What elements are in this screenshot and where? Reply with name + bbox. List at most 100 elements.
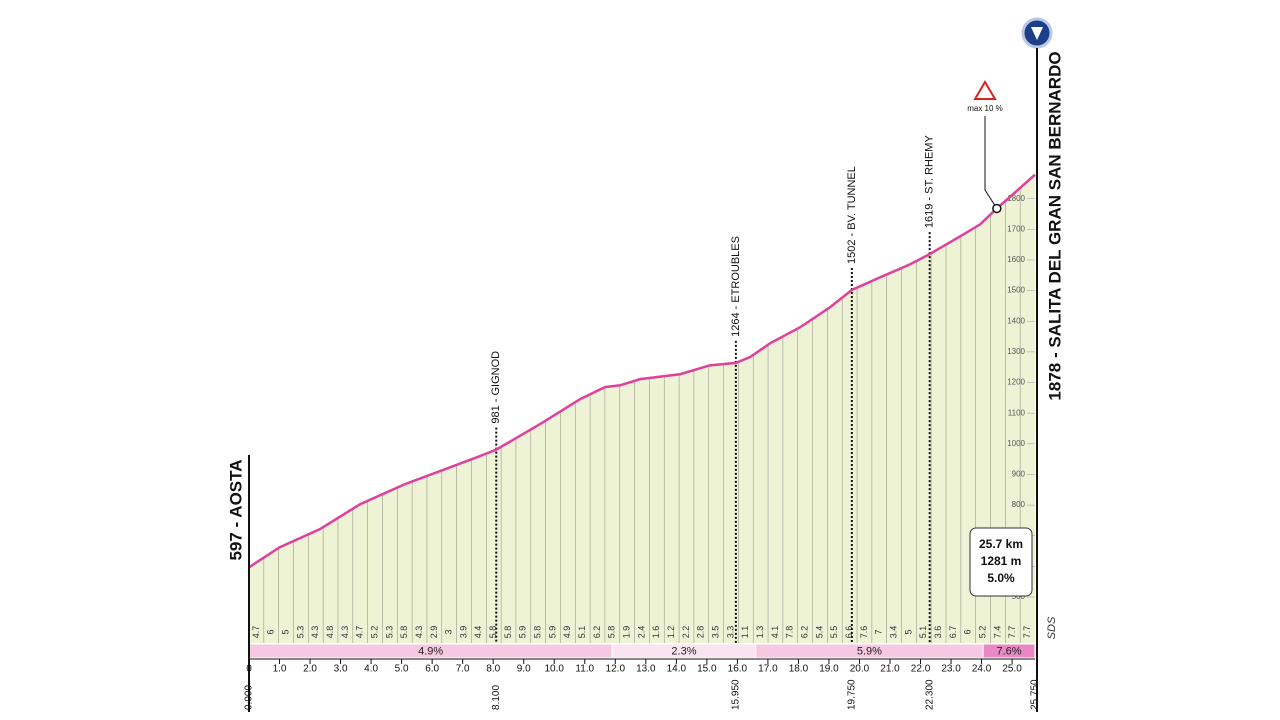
gradient-label: 5.9 <box>518 626 528 639</box>
summary-box <box>969 527 1033 597</box>
annotation-label: max 10 % <box>967 104 1003 113</box>
y-tick-label: 1300 <box>1007 347 1025 356</box>
x-tick-label: 13.0 <box>636 664 656 675</box>
x-tick-label: 3.0 <box>334 664 348 675</box>
annotation-leader <box>984 116 998 209</box>
gradient-label: 5 <box>903 629 913 634</box>
gradient-label: 1.3 <box>755 626 765 639</box>
y-tick-label: 1000 <box>1007 439 1025 448</box>
gradient-label: 5.9 <box>547 626 557 639</box>
y-tick-label: 1600 <box>1007 255 1025 264</box>
x-tick-label: 19.0 <box>819 664 839 675</box>
gradient-label: 7.7 <box>1007 626 1017 639</box>
gradient-label: 3.9 <box>458 626 468 639</box>
x-tick-label: 15.0 <box>697 664 717 675</box>
gradient-label: 5.1 <box>918 626 928 639</box>
start-distance: 0.000 <box>244 685 255 710</box>
gradient-label: 4.9 <box>562 626 572 639</box>
x-tick-label: 23.0 <box>941 664 961 675</box>
x-tick-label: 24.0 <box>972 664 992 675</box>
gradient-label: 1.9 <box>622 626 632 639</box>
gradient-label: 4.8 <box>325 626 335 639</box>
gradient-label: 2.8 <box>696 626 706 639</box>
sector-label: 2.3% <box>671 645 696 657</box>
gradient-label: 5 <box>280 629 290 634</box>
sector-label: 7.6% <box>997 645 1022 657</box>
sector-bar <box>982 643 1036 659</box>
gradient-label: 5.8 <box>533 626 543 639</box>
gradient-label: 1.1 <box>740 626 750 639</box>
gradient-label: 6 <box>963 629 973 634</box>
summary-text: 1281 m <box>981 554 1022 568</box>
gradient-label: 7 <box>874 629 884 634</box>
y-tick-label: 1200 <box>1007 378 1025 387</box>
gradient-label: 4.7 <box>251 626 261 639</box>
profile-line <box>248 173 1036 569</box>
warning-sign <box>973 80 997 100</box>
gradient-label: 3 <box>444 629 454 634</box>
waypoint-label: 981 - GIGNOD <box>490 351 502 424</box>
finish-distance: 25.750 <box>1030 679 1041 710</box>
gradient-label: 7.8 <box>785 626 795 639</box>
gradient-label: 5.3 <box>295 626 305 639</box>
y-tick-label: 1400 <box>1007 316 1025 325</box>
waypoint-label: 1264 - ETROUBLES <box>730 236 742 337</box>
y-tick-label: 1100 <box>1008 408 1026 417</box>
gradient-label: 3.4 <box>888 626 898 639</box>
x-tick-label: 18.0 <box>789 664 809 675</box>
gradient-label: 3.5 <box>711 626 721 639</box>
x-tick-label: 4.0 <box>364 664 378 675</box>
y-tick-label: 1800 <box>1007 194 1025 203</box>
gradient-label: 4.7 <box>355 626 365 639</box>
waypoint-distance: 19.750 <box>846 679 857 710</box>
x-tick-label: 1.0 <box>273 664 287 675</box>
gradient-label: 4.3 <box>340 626 350 639</box>
x-tick-label: 7.0 <box>456 664 470 675</box>
gradient-label: 6 <box>266 629 276 634</box>
gradient-label: 3.6 <box>933 626 943 639</box>
x-tick-label: 10.0 <box>545 664 565 675</box>
gradient-label: 2.2 <box>681 626 691 639</box>
gradient-label: 5.3 <box>384 626 394 639</box>
gradient-label: 6.6 <box>844 626 854 639</box>
finish-label: 1878 - SALITA DEL GRAN SAN BERNARDO <box>1045 51 1064 400</box>
gradient-label: 3.3 <box>725 626 735 639</box>
sector-label: 5.9% <box>857 645 882 657</box>
profile-area <box>249 174 1035 643</box>
x-tick-label: 5.0 <box>395 664 409 675</box>
waypoint-label: 1502 - BV. TUNNEL <box>846 166 858 264</box>
x-tick-label: 6.0 <box>425 664 439 675</box>
gradient-label: 2.4 <box>636 626 646 639</box>
x-tick-label: 9.0 <box>517 664 531 675</box>
gradient-label: 5.2 <box>369 626 379 639</box>
x-tick-label: 2.0 <box>303 664 317 675</box>
stage-icon-mark <box>1031 27 1043 40</box>
x-tick-label: 20.0 <box>850 664 870 675</box>
gradient-label: 6.2 <box>800 626 810 639</box>
summary-text: 5.0% <box>987 571 1015 585</box>
annotation-point <box>992 203 1002 214</box>
summary-text: 25.7 km <box>979 537 1023 551</box>
gradient-label: 6.7 <box>948 626 958 639</box>
x-tick-label: 17.0 <box>758 664 778 675</box>
x-tick-label: 11.0 <box>575 664 594 675</box>
gradient-label: 1.2 <box>666 626 676 639</box>
y-tick-label: 500 <box>1012 592 1026 601</box>
start-label: 597 - AOSTA <box>226 459 245 560</box>
gradient-label: 4.1 <box>770 626 780 639</box>
y-tick-label: 800 <box>1012 500 1026 509</box>
waypoint-distance: 22.300 <box>924 679 935 710</box>
x-tick-label: 12.0 <box>606 664 626 675</box>
x-tick-label: 16.0 <box>728 664 748 675</box>
y-tick-label: 1500 <box>1007 286 1025 295</box>
gradient-label: 5.8 <box>503 626 513 639</box>
gradient-label: 5.4 <box>814 626 824 639</box>
x-tick-label: 25.0 <box>1002 664 1022 675</box>
gradient-label: 7.4 <box>992 626 1002 639</box>
gradient-label: 5.8 <box>399 626 409 639</box>
x-tick-label: 14.0 <box>667 664 687 675</box>
gradient-label: 4.3 <box>414 626 424 639</box>
waypoint-distance: 8.100 <box>491 685 502 710</box>
